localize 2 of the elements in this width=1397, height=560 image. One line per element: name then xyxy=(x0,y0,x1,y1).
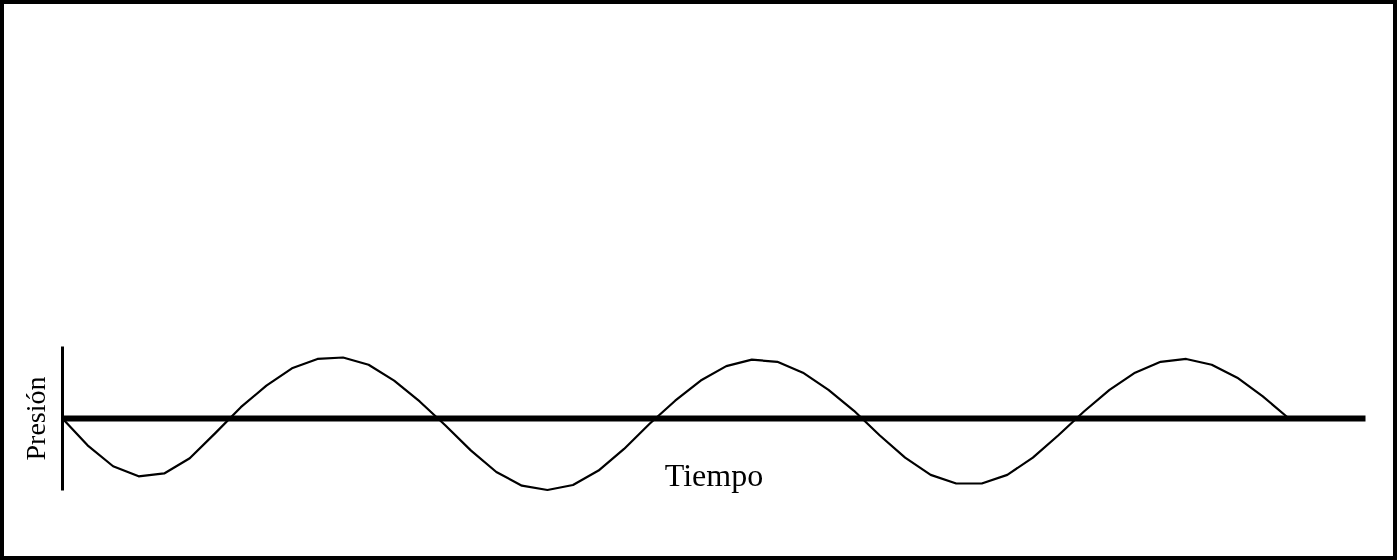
x-axis-title: Tiempo xyxy=(664,456,764,493)
y-axis-title: Presión xyxy=(19,376,51,461)
